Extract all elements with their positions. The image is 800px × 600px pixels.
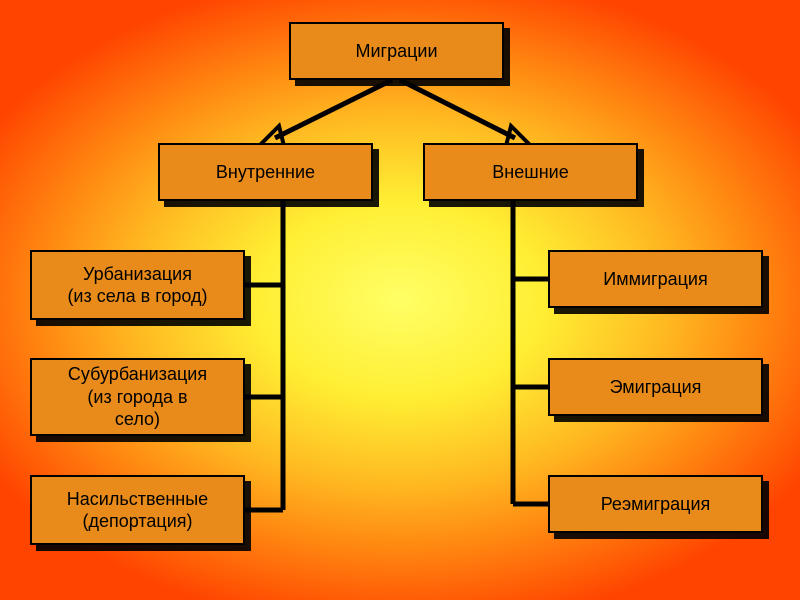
- node-label: Внутренние: [216, 161, 315, 184]
- node-label: Субурбанизация(из города всело): [68, 363, 207, 431]
- node-right: Внешние: [423, 143, 638, 201]
- node-label: Внешние: [492, 161, 568, 184]
- node-label: Урбанизация(из села в город): [67, 263, 207, 308]
- node-label: Эмиграция: [610, 376, 702, 399]
- node-label: Реэмиграция: [601, 493, 711, 516]
- node-label: Насильственные(депортация): [67, 488, 208, 533]
- node-r2: Эмиграция: [548, 358, 763, 416]
- node-l2: Субурбанизация(из города всело): [30, 358, 245, 436]
- node-root: Миграции: [289, 22, 504, 80]
- node-label: Миграции: [355, 40, 437, 63]
- node-l3: Насильственные(депортация): [30, 475, 245, 545]
- node-r3: Реэмиграция: [548, 475, 763, 533]
- node-l1: Урбанизация(из села в город): [30, 250, 245, 320]
- node-label: Иммиграция: [603, 268, 707, 291]
- node-r1: Иммиграция: [548, 250, 763, 308]
- node-left: Внутренние: [158, 143, 373, 201]
